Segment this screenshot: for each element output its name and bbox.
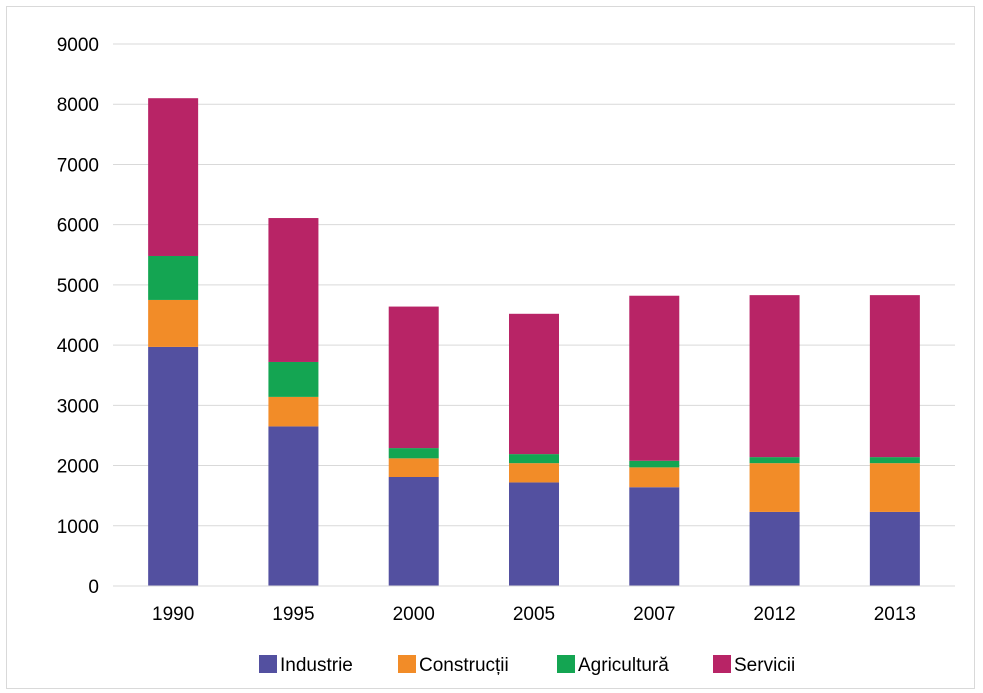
bar-segment-industrie-1995 — [268, 426, 319, 586]
bar-segment-agricultur-2012 — [749, 457, 800, 464]
y-tick-label: 4000 — [57, 336, 99, 357]
y-axis-ticks: 0 1000 2000 3000 4000 5000 6000 7000 8000 9000 — [57, 35, 99, 598]
bar-segment-servicii-2000 — [388, 306, 439, 449]
legend-label: Agricultură — [578, 655, 669, 676]
x-tick-label: 2013 — [874, 604, 916, 625]
x-tick-label: 2000 — [393, 604, 435, 625]
x-tick-label: 1995 — [272, 604, 314, 625]
bar-segment-servicii-1990 — [148, 98, 199, 256]
bar-segment-industrie-2013 — [869, 511, 920, 586]
y-tick-label: 2000 — [57, 457, 99, 478]
legend-label: Servicii — [734, 655, 795, 676]
bars — [148, 98, 920, 586]
bar-segment-servicii-2007 — [629, 295, 680, 461]
y-tick-label: 5000 — [57, 276, 99, 297]
bar-segment-agricultur-2005 — [509, 454, 559, 464]
bar-segment-construcii-2012 — [749, 463, 800, 512]
y-tick-label: 8000 — [57, 95, 99, 116]
x-axis-ticks: 1990 1995 2000 2005 2007 2012 2013 — [152, 604, 916, 625]
bar-segment-servicii-2013 — [869, 295, 920, 458]
bar-segment-agricultur-1990 — [148, 255, 199, 300]
bar-segment-construcii-2005 — [509, 463, 559, 483]
x-tick-label: 2005 — [513, 604, 555, 625]
y-tick-label: 1000 — [57, 517, 99, 538]
bar-segment-agricultur-2013 — [869, 457, 920, 464]
legend-swatch — [557, 655, 575, 673]
gridlines — [113, 43, 955, 527]
y-tick-label: 3000 — [57, 396, 99, 417]
legend-swatch — [398, 655, 416, 673]
y-tick-label: 6000 — [57, 216, 99, 237]
y-tick-label: 0 — [88, 577, 99, 598]
bar-segment-construcii-2000 — [388, 458, 439, 477]
x-tick-label: 2007 — [633, 604, 675, 625]
legend-label: Industrie — [280, 655, 353, 676]
x-tick-label: 1990 — [152, 604, 194, 625]
bar-segment-construcii-2013 — [869, 463, 920, 512]
bar-segment-servicii-1995 — [268, 218, 319, 362]
bar-segment-construcii-1995 — [268, 396, 319, 427]
bar-segment-construcii-1990 — [148, 299, 199, 347]
legend-swatch — [259, 655, 277, 673]
bar-segment-industrie-2012 — [749, 511, 800, 586]
bar-segment-industrie-2000 — [388, 476, 439, 586]
bar-segment-agricultur-2000 — [388, 448, 439, 459]
bar-segment-agricultur-2007 — [629, 460, 680, 468]
bar-segment-industrie-1990 — [148, 346, 199, 586]
bar-segment-industrie-2005 — [509, 482, 559, 586]
legend-label: Construcții — [419, 655, 509, 676]
y-tick-label: 7000 — [57, 155, 99, 176]
bar-segment-construcii-2007 — [629, 467, 680, 488]
legend-swatch — [713, 655, 731, 673]
legend: Industrie Construcții Agricultură Servicii — [259, 655, 795, 676]
bar-segment-servicii-2005 — [509, 313, 559, 455]
bar-segment-industrie-2007 — [629, 487, 680, 586]
bar-segment-servicii-2012 — [749, 295, 800, 458]
y-tick-label: 9000 — [57, 35, 99, 56]
x-tick-label: 2012 — [753, 604, 795, 625]
bar-segment-agricultur-1995 — [268, 361, 319, 397]
